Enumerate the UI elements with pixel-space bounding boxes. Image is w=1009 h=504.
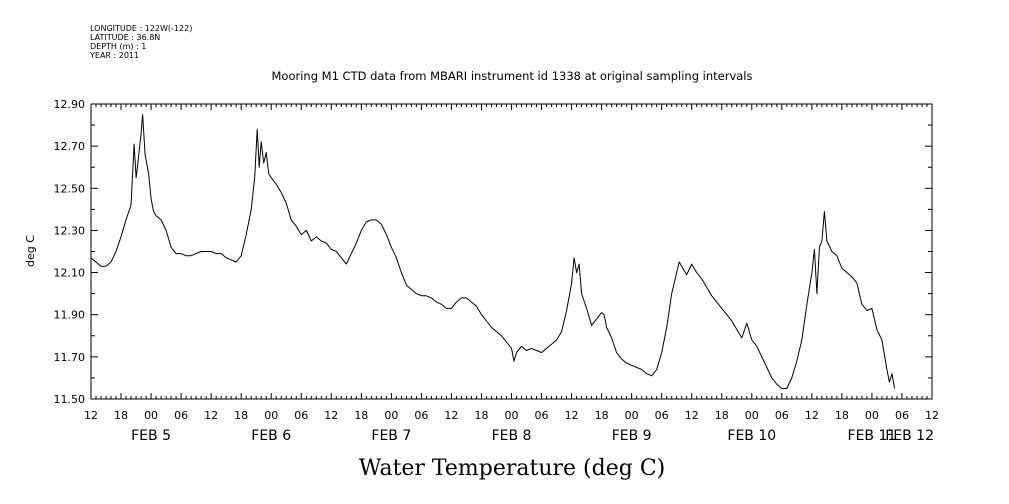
y-axis-label: deg C bbox=[24, 235, 37, 267]
y-tick-label: 12.30 bbox=[54, 224, 86, 237]
x-hour-tick-label: 00 bbox=[745, 409, 759, 422]
x-hour-tick-label: 18 bbox=[595, 409, 609, 422]
x-hour-tick-label: 18 bbox=[835, 409, 849, 422]
x-hour-tick-label: 12 bbox=[685, 409, 699, 422]
x-axis-ticks: 12 18 00 06 12 18 00 06 12 18 00 06 12 18 00 06 12 18 00 06… bbox=[84, 104, 939, 444]
x-hour-tick-label: 18 bbox=[474, 409, 488, 422]
x-hour-tick-label: 06 bbox=[294, 409, 308, 422]
x-hour-tick-label: 00 bbox=[625, 409, 639, 422]
x-date-label: FEB 11 bbox=[848, 428, 897, 444]
x-hour-tick-label: 06 bbox=[414, 409, 428, 422]
x-hour-tick-label: 12 bbox=[805, 409, 819, 422]
x-date-label: FEB 6 bbox=[251, 428, 291, 444]
x-hour-tick-label: 12 bbox=[925, 409, 939, 422]
x-hour-tick-label: 12 bbox=[204, 409, 218, 422]
x-hour-tick-label: 06 bbox=[535, 409, 549, 422]
x-date-label: FEB 10 bbox=[727, 428, 776, 444]
x-hour-tick-label: 06 bbox=[895, 409, 909, 422]
x-date-label: FEB 9 bbox=[612, 428, 652, 444]
x-hour-tick-label: 00 bbox=[505, 409, 519, 422]
x-hour-tick-label: 18 bbox=[234, 409, 248, 422]
x-hour-tick-label: 12 bbox=[84, 409, 98, 422]
x-date-label: FEB 12 bbox=[885, 428, 934, 444]
y-tick-label: 12.70 bbox=[54, 140, 86, 153]
plot-frame bbox=[90, 103, 933, 400]
year-label: YEAR : 2011 bbox=[89, 51, 139, 60]
y-tick-label: 11.50 bbox=[54, 393, 86, 406]
x-hour-tick-label: 12 bbox=[324, 409, 338, 422]
x-date-label: FEB 8 bbox=[492, 428, 532, 444]
x-hour-tick-label: 06 bbox=[655, 409, 669, 422]
y-axis-ticks: 12.90 12.70 12.50 12.30 12.10 11.90 11.70 11.50 bbox=[54, 98, 932, 406]
y-tick-label: 11.90 bbox=[54, 309, 86, 322]
x-hour-tick-label: 00 bbox=[264, 409, 278, 422]
longitude-label: LONGITUDE : 122W(-122) bbox=[90, 24, 192, 33]
temperature-line bbox=[90, 114, 895, 389]
x-hour-tick-label: 06 bbox=[775, 409, 789, 422]
x-hour-tick-label: 00 bbox=[384, 409, 398, 422]
x-hour-tick-label: 18 bbox=[354, 409, 368, 422]
y-tick-label: 12.90 bbox=[54, 98, 86, 111]
x-hour-tick-label: 12 bbox=[565, 409, 579, 422]
x-hour-tick-label: 12 bbox=[444, 409, 458, 422]
series-layer bbox=[90, 114, 895, 389]
y-tick-label: 12.10 bbox=[54, 267, 86, 280]
depth-label: DEPTH (m) : 1 bbox=[90, 42, 146, 51]
x-hour-tick-label: 06 bbox=[174, 409, 188, 422]
x-hour-tick-label: 00 bbox=[865, 409, 879, 422]
x-hour-tick-label: 00 bbox=[144, 409, 158, 422]
x-date-label: FEB 7 bbox=[371, 428, 411, 444]
y-tick-label: 11.70 bbox=[54, 351, 86, 364]
latitude-label: LATITUDE : 36.8N bbox=[90, 33, 160, 42]
y-tick-label: 12.50 bbox=[54, 182, 86, 195]
chart-title: Mooring M1 CTD data from MBARI instrumen… bbox=[272, 69, 753, 83]
x-axis-label: Water Temperature (deg C) bbox=[359, 456, 666, 481]
x-hour-tick-label: 18 bbox=[715, 409, 729, 422]
x-hour-tick-label: 18 bbox=[114, 409, 128, 422]
x-date-label: FEB 5 bbox=[131, 428, 171, 444]
